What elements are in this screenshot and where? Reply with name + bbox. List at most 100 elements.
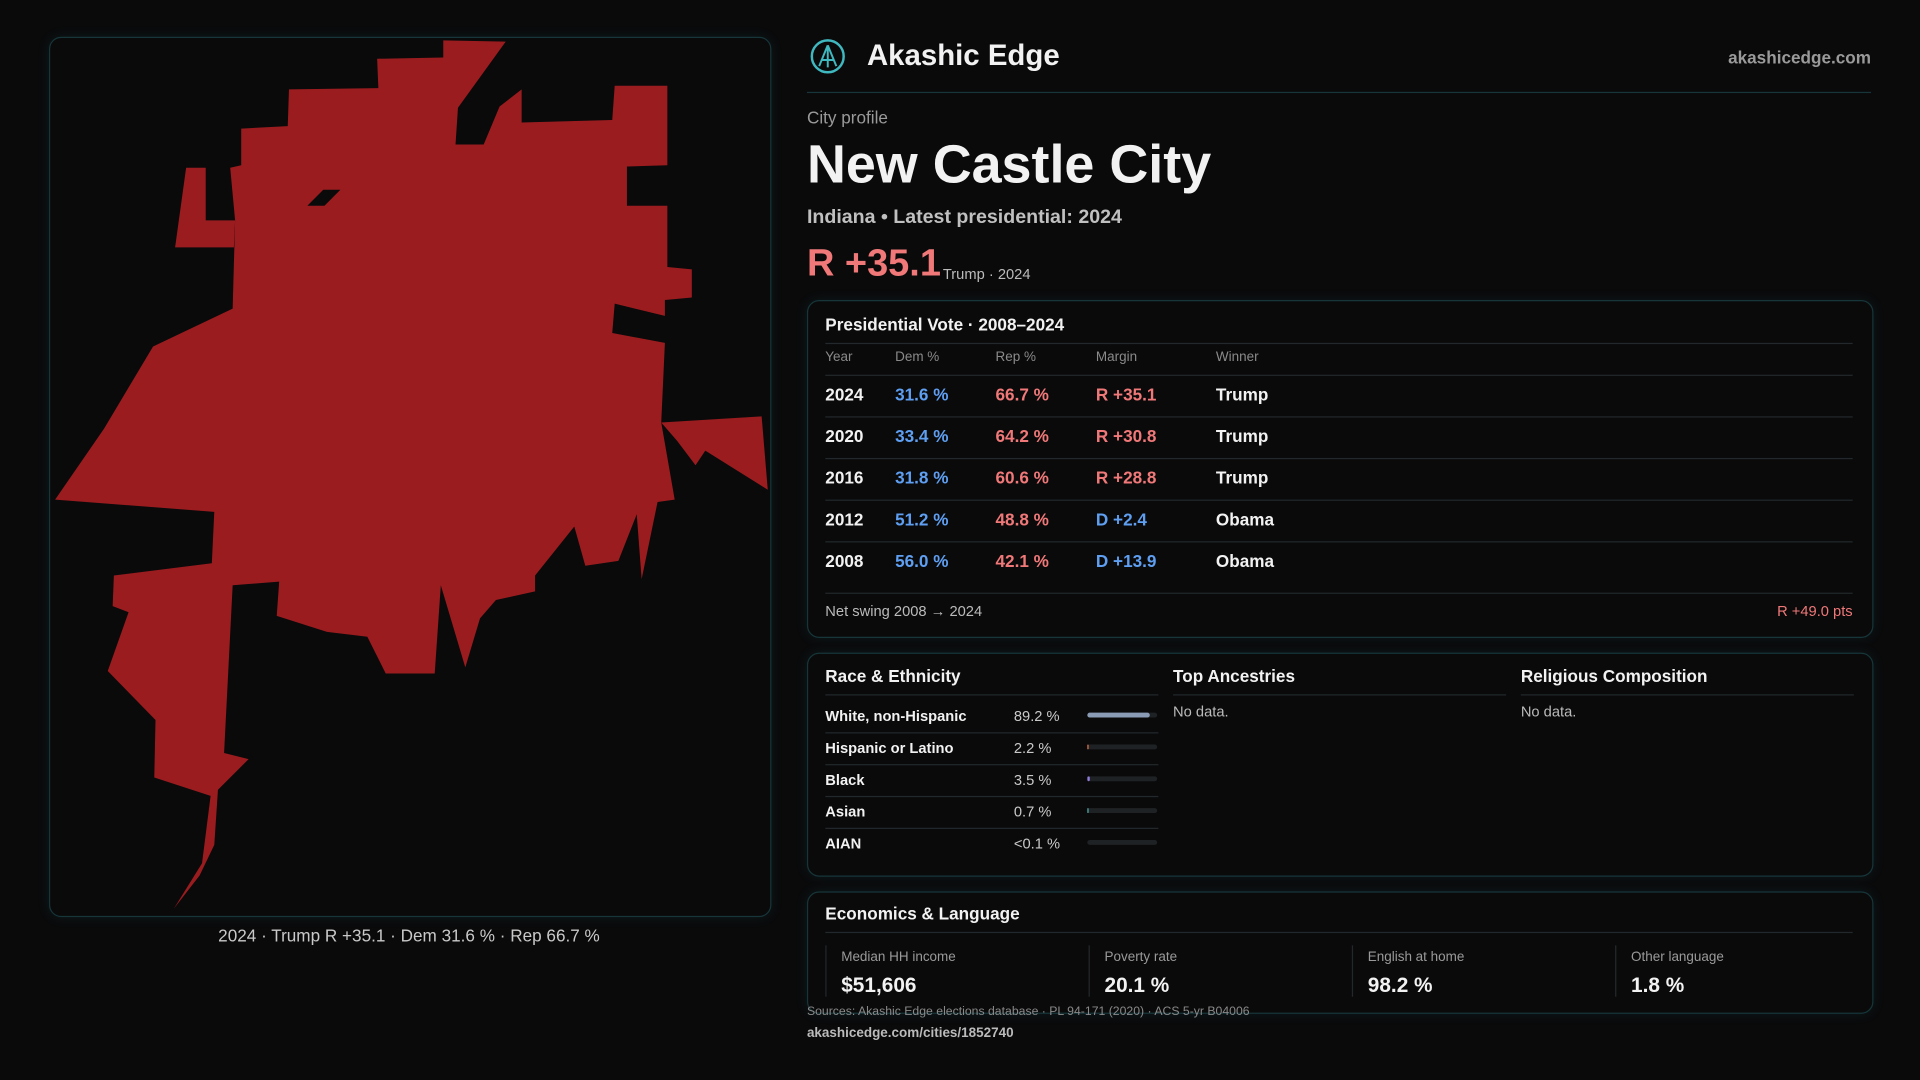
metric-border bbox=[1351, 945, 1354, 997]
kicker: City profile bbox=[806, 107, 888, 128]
table-cell: 64.2 % bbox=[995, 426, 1049, 446]
year-cell: 2016 bbox=[825, 467, 864, 488]
metric-value: 20.1 % bbox=[1104, 973, 1170, 997]
divider bbox=[825, 342, 1853, 345]
column-header: Dem % bbox=[895, 350, 940, 365]
year-cell: 2012 bbox=[825, 509, 864, 529]
swing-value: R +49.0 pts bbox=[1777, 602, 1853, 620]
race-label: Hispanic or Latino bbox=[825, 739, 954, 757]
economics-card bbox=[806, 891, 1874, 1014]
site-link[interactable]: akashicedge.com bbox=[1728, 47, 1872, 68]
vote-card bbox=[806, 300, 1874, 638]
bar-track bbox=[1087, 776, 1158, 782]
metric-label: Poverty rate bbox=[1104, 950, 1178, 965]
city-shape bbox=[175, 167, 236, 248]
share-bar bbox=[1087, 744, 1089, 750]
metric-value: 1.8 % bbox=[1631, 973, 1685, 997]
metric-value: 98.2 % bbox=[1367, 973, 1433, 997]
divider bbox=[825, 764, 1159, 766]
table-cell: 31.6 % bbox=[895, 384, 949, 405]
swing-label: Net swing 2008 → 2024 bbox=[825, 602, 983, 620]
metric-value: $51,606 bbox=[841, 973, 917, 997]
brand: Akashic Edge bbox=[866, 39, 1060, 73]
table-cell: Trump bbox=[1215, 467, 1269, 488]
city-shape bbox=[55, 40, 692, 909]
logo bbox=[810, 39, 845, 74]
table-cell: Obama bbox=[1215, 551, 1275, 571]
divider bbox=[825, 457, 1853, 460]
table-cell: 33.4 % bbox=[895, 426, 949, 446]
race-label: Asian bbox=[825, 803, 866, 821]
race-share: <0.1 % bbox=[1013, 835, 1061, 853]
margin-note: Trump · 2024 bbox=[942, 265, 1031, 283]
table-cell: 60.6 % bbox=[995, 467, 1049, 488]
bar-track bbox=[1087, 808, 1158, 814]
table-cell: Obama bbox=[1215, 509, 1275, 529]
card-title: Economics & Language bbox=[825, 903, 1020, 924]
year-cell: 2024 bbox=[825, 384, 864, 405]
divider bbox=[825, 827, 1159, 829]
table-cell: 66.7 % bbox=[995, 384, 1049, 405]
table-cell: 56.0 % bbox=[895, 551, 949, 571]
race-label: AIAN bbox=[825, 835, 862, 853]
divider bbox=[825, 374, 1853, 376]
map-caption: 2024 · Trump R +35.1 · Dem 31.6 % · Rep … bbox=[218, 925, 600, 946]
divider bbox=[825, 732, 1159, 734]
metric-label: Other language bbox=[1631, 950, 1724, 965]
map-hole bbox=[307, 189, 341, 206]
column-header: Year bbox=[825, 350, 853, 365]
metric-label: English at home bbox=[1367, 950, 1465, 965]
divider bbox=[825, 499, 1853, 501]
metric-label: Median HH income bbox=[841, 950, 956, 965]
divider bbox=[825, 931, 1853, 934]
bar-track bbox=[1087, 840, 1158, 845]
race-share: 3.5 % bbox=[1013, 771, 1052, 789]
column-header: Winner bbox=[1215, 350, 1259, 365]
map-panel bbox=[48, 36, 772, 918]
column-header: Rep % bbox=[995, 350, 1036, 365]
table-cell: 51.2 % bbox=[895, 509, 949, 529]
subtitle: Indiana • Latest presidential: 2024 bbox=[806, 206, 1122, 228]
divider bbox=[806, 91, 1872, 94]
table-cell: R +35.1 bbox=[1095, 384, 1157, 405]
year-cell: 2020 bbox=[825, 426, 864, 446]
table-cell: D +13.9 bbox=[1095, 551, 1157, 571]
source-url[interactable]: akashicedge.com/cities/1852740 bbox=[806, 1026, 1014, 1041]
share-bar bbox=[1087, 712, 1150, 718]
metric-border bbox=[825, 945, 827, 997]
race-share: 2.2 % bbox=[1013, 739, 1052, 757]
divider bbox=[1173, 694, 1507, 696]
share-bar bbox=[1087, 808, 1089, 814]
table-cell: Trump bbox=[1215, 426, 1269, 446]
table-cell: D +2.4 bbox=[1095, 509, 1147, 529]
table-cell: R +28.8 bbox=[1095, 467, 1157, 488]
empty-note: No data. bbox=[1520, 702, 1577, 721]
race-label: White, non-Hispanic bbox=[825, 707, 967, 725]
divider bbox=[825, 694, 1159, 696]
city-shape bbox=[661, 416, 768, 490]
divider bbox=[825, 592, 1853, 594]
headline-margin: R +35.1 bbox=[806, 241, 941, 285]
share-bar bbox=[1087, 776, 1090, 782]
year-cell: 2008 bbox=[825, 551, 864, 571]
race-share: 89.2 % bbox=[1013, 707, 1060, 725]
metric-border bbox=[1615, 945, 1617, 997]
column-header: Margin bbox=[1095, 350, 1138, 365]
table-cell: Trump bbox=[1215, 384, 1269, 405]
card-title: Religious Composition bbox=[1520, 666, 1708, 686]
divider bbox=[1520, 694, 1854, 696]
race-share: 0.7 % bbox=[1013, 803, 1052, 821]
empty-note: No data. bbox=[1173, 702, 1229, 721]
demographics-card bbox=[806, 652, 1874, 877]
table-cell: 42.1 % bbox=[995, 551, 1049, 571]
table-cell: R +30.8 bbox=[1095, 426, 1157, 446]
divider bbox=[825, 416, 1853, 418]
card-title: Presidential Vote · 2008–2024 bbox=[825, 314, 1065, 335]
table-cell: 31.8 % bbox=[895, 467, 949, 488]
metric-border bbox=[1088, 945, 1090, 997]
divider bbox=[825, 541, 1853, 543]
divider bbox=[825, 795, 1159, 798]
city-name: New Castle City bbox=[806, 134, 1212, 195]
